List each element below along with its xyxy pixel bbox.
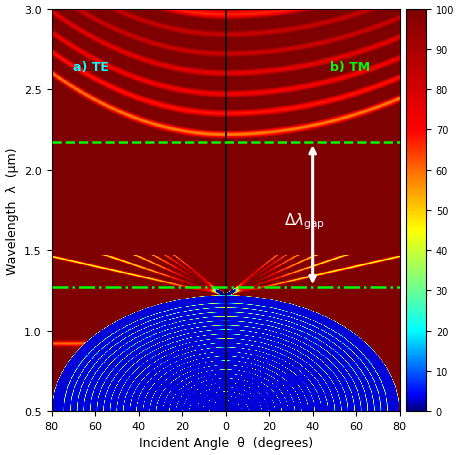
Text: b) TM: b) TM: [330, 61, 370, 74]
X-axis label: Incident Angle  θ  (degrees): Incident Angle θ (degrees): [138, 436, 313, 450]
Y-axis label: Wavelength  λ  (μm): Wavelength λ (μm): [6, 147, 18, 274]
Text: $\Delta\lambda_{\rm gap}$: $\Delta\lambda_{\rm gap}$: [284, 212, 325, 232]
Text: a) TE: a) TE: [73, 61, 109, 74]
